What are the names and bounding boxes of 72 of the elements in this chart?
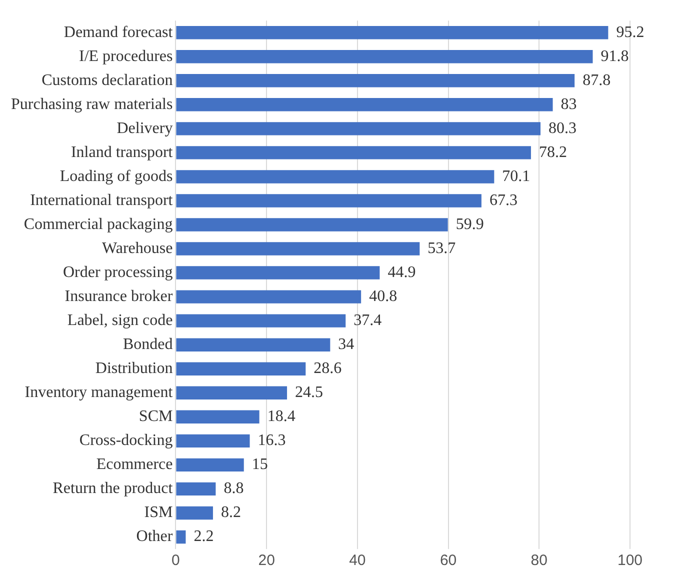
bar [176,506,213,520]
y-tick-label: I/E procedures [78,48,173,65]
y-tick-label: Bonded [122,336,173,354]
y-tick-label: Demand forecast [64,24,174,41]
y-tick-label: Loading of goods [60,168,173,185]
data-label: 44.9 [388,264,416,281]
data-label: 70.1 [502,168,530,185]
bar [176,410,260,424]
y-tick-label: Cross-docking [79,432,173,450]
data-label: 53.7 [428,240,456,257]
y-tick-label: Warehouse [102,240,173,257]
data-label: 59.9 [456,216,484,233]
bar [176,314,346,328]
y-tick-label: Ecommerce [96,456,173,474]
bar [176,50,593,64]
data-label: 15 [252,456,268,474]
y-tick-label: SCM [138,408,173,426]
bar [176,194,482,208]
data-label: 80.3 [548,120,577,137]
bar [176,218,448,232]
data-label: 37.4 [354,312,382,330]
bar [176,434,250,448]
data-label: 78.2 [538,144,567,161]
y-tick-label: Order processing [62,264,173,281]
bar [176,458,244,472]
data-label: 40.8 [369,288,398,306]
bar [176,146,531,160]
y-tick-label: Label, sign code [67,312,173,330]
bar [176,122,541,136]
data-label: 28.6 [314,360,342,378]
y-tick-label: Return the product [52,480,174,498]
bar [176,362,306,376]
y-tick-label: Purchasing raw materials [10,96,173,113]
bar [176,266,380,280]
bar [176,242,420,256]
bar [176,386,288,400]
y-tick-label: Commercial packaging [24,216,173,233]
bar [176,98,553,112]
bar [176,290,362,304]
y-tick-label: Distribution [95,360,173,378]
data-label: 91.8 [600,48,629,65]
data-label: 8.2 [220,504,241,522]
x-tick-label: 80 [530,552,548,570]
y-tick-label: Delivery [116,120,173,137]
bar [176,170,494,184]
y-tick-label: Inventory management [24,384,174,402]
data-label: 2.2 [194,528,214,546]
data-label: 67.3 [489,192,518,209]
x-tick-label: 20 [258,552,275,570]
data-label: 95.2 [616,24,644,41]
y-tick-label: International transport [30,192,174,209]
bar [176,26,608,40]
bar [176,530,186,544]
bar [176,482,216,496]
y-tick-label: Customs declaration [42,72,173,89]
data-label: 8.8 [224,480,244,498]
x-tick-label: 0 [172,552,180,570]
data-label: 87.8 [582,72,611,89]
y-tick-label: Insurance broker [64,288,174,306]
x-tick-label: 60 [440,552,457,570]
data-label: 18.4 [267,408,296,426]
bar [176,338,330,352]
y-tick-label: ISM [144,504,173,522]
data-label: 34 [338,336,354,354]
y-tick-label: Inland transport [70,144,174,161]
x-tick-label: 40 [349,552,366,570]
data-label: 83 [560,96,577,113]
data-label: 16.3 [258,432,286,450]
x-tick-label: 100 [617,552,643,570]
bar [176,74,575,88]
y-tick-label: Other [136,528,174,546]
data-label: 24.5 [295,384,324,402]
